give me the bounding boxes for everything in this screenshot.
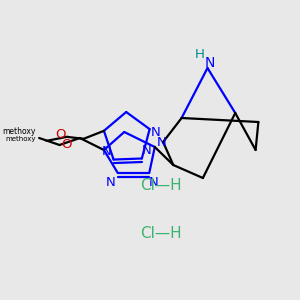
Text: methoxy: methoxy [5,136,35,142]
Text: Cl—H: Cl—H [140,178,182,194]
Text: methoxy: methoxy [2,128,35,136]
Text: H: H [195,47,205,61]
Text: N: N [205,56,215,70]
Text: N: N [149,176,159,188]
Text: N: N [101,145,111,158]
Text: Cl—H: Cl—H [140,226,182,242]
Text: N: N [156,136,166,149]
Text: N: N [142,144,151,157]
Text: N: N [106,176,115,188]
Text: O: O [55,128,66,142]
Text: N: N [151,126,161,139]
Text: O: O [61,138,71,151]
